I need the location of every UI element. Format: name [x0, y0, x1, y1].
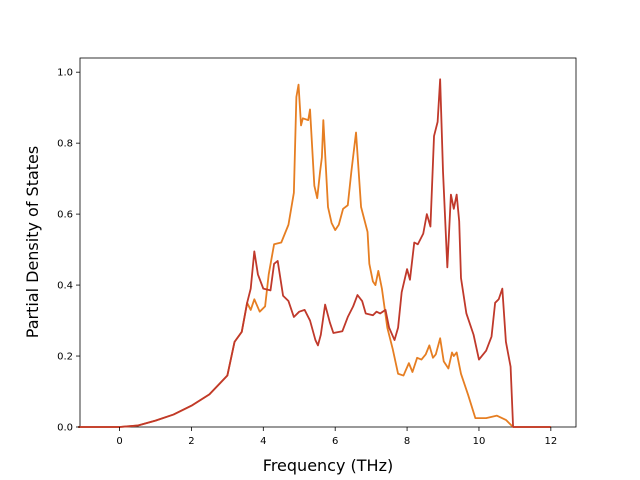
series-line-1 [78, 83, 551, 428]
x-axis-label: Frequency (THz) [263, 456, 393, 475]
y-ticks: 0.0 0.2 0.4 0.6 0.8 1.0 [57, 68, 80, 434]
x-tick-label: 2 [188, 436, 194, 447]
y-axis-label: Partial Density of States [23, 146, 42, 338]
x-tick-label: 6 [332, 436, 338, 447]
plot-area: 0 2 4 6 8 10 12 0.0 0.2 0.4 0.6 0.8 1.0 [57, 57, 577, 447]
y-tick-label: 0.6 [57, 210, 73, 221]
x-tick-label: 8 [404, 436, 410, 447]
y-tick-label: 1.0 [57, 68, 73, 79]
axes-frame [79, 57, 577, 428]
x-tick-label: 12 [544, 436, 557, 447]
series-line-2 [78, 78, 551, 428]
y-tick-label: 0.8 [57, 139, 73, 150]
x-tick-label: 10 [473, 436, 486, 447]
y-tick-label: 0.2 [57, 352, 73, 363]
x-ticks: 0 2 4 6 8 10 12 [116, 427, 557, 447]
series-layer [78, 78, 551, 428]
y-tick-label: 0.0 [57, 423, 73, 434]
y-tick-label: 0.4 [57, 281, 73, 292]
x-tick-label: 0 [116, 436, 122, 447]
x-tick-label: 4 [260, 436, 266, 447]
